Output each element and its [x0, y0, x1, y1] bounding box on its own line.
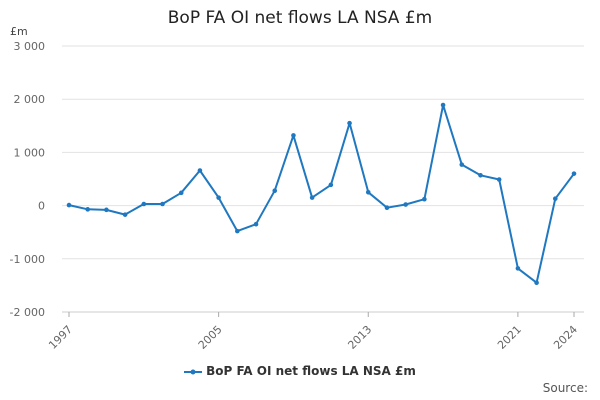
data-point[interactable] — [552, 196, 558, 201]
data-point[interactable] — [496, 177, 502, 182]
x-tick-label: 2024 — [551, 323, 580, 352]
data-point[interactable] — [216, 195, 221, 200]
data-point[interactable] — [347, 120, 352, 126]
data-point[interactable] — [440, 102, 446, 108]
data-point[interactable] — [365, 190, 371, 195]
legend-label: BoP FA OI net flows LA NSA £m — [206, 364, 416, 378]
data-point[interactable] — [104, 207, 109, 213]
data-point[interactable] — [478, 172, 483, 178]
y-axis-label: £m — [10, 25, 28, 38]
data-point[interactable] — [403, 202, 408, 207]
data-point[interactable] — [85, 207, 91, 212]
x-tick-label: 2021 — [495, 323, 524, 352]
data-point[interactable] — [160, 201, 165, 207]
data-point[interactable] — [253, 221, 259, 227]
data-point[interactable] — [328, 182, 334, 188]
data-point[interactable] — [235, 228, 240, 234]
series-line[interactable] — [68, 104, 575, 284]
data-point[interactable] — [272, 188, 278, 194]
y-tick-label: 3 000 — [14, 40, 46, 53]
chart-title: BoP FA OI net flows LA NSA £m — [167, 8, 433, 28]
y-tick-label: 1 000 — [14, 146, 46, 159]
x-tick-label: 2013 — [345, 323, 374, 352]
data-point[interactable] — [291, 133, 296, 138]
legend[interactable]: BoP FA OI net flows LA NSA £m — [0, 364, 600, 378]
y-tick-label: 2 000 — [14, 93, 46, 106]
data-point[interactable] — [122, 212, 128, 217]
legend-swatch-icon — [184, 369, 203, 374]
source-label: Source: — [542, 381, 588, 395]
y-tick-label: -2 000 — [10, 306, 45, 319]
data-point[interactable] — [422, 196, 427, 202]
data-point[interactable] — [459, 162, 465, 167]
y-tick-label: 0 — [38, 200, 45, 213]
data-point[interactable] — [571, 171, 577, 176]
data-point[interactable] — [534, 280, 539, 286]
x-tick-label: 2005 — [196, 323, 225, 352]
x-tick-label: 1997 — [46, 323, 75, 352]
data-point[interactable] — [309, 195, 315, 200]
data-point[interactable] — [178, 190, 184, 196]
y-tick-label: -1 000 — [10, 253, 45, 266]
data-point[interactable] — [141, 201, 147, 207]
data-point[interactable] — [66, 202, 72, 208]
data-point[interactable] — [515, 266, 521, 271]
data-point[interactable] — [197, 168, 203, 173]
data-point[interactable] — [384, 205, 390, 211]
